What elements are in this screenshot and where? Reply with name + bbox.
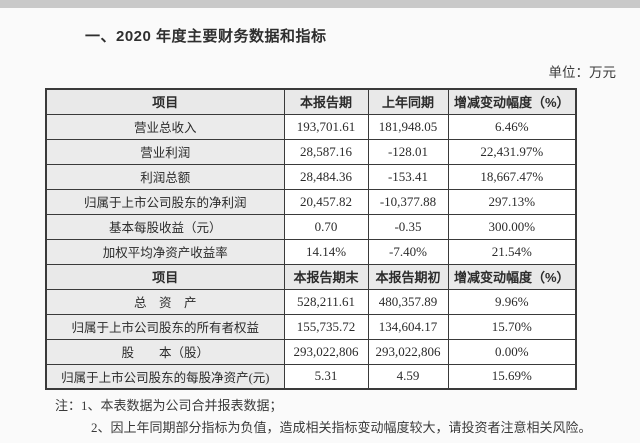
value-cell: 14.14% [283,238,369,265]
value-cell: -0.35 [367,213,449,240]
table-row: 利润总额 28,484.36 -153.41 18,667.47% [45,163,577,190]
value-cell: 181,948.05 [367,113,449,140]
table-row: 营业总收入 193,701.61 181,948.05 6.46% [45,113,577,140]
value-cell: 293,022,806 [367,338,449,365]
column-header: 项目 [45,263,285,290]
value-cell: 4.59 [367,363,449,390]
unit-label: 单位：万元 [548,65,617,80]
value-cell: 155,735.72 [283,313,369,340]
screenshot-top-strip [0,0,640,8]
table-body: 项目 本报告期 上年同期 增减变动幅度（%） 营业总收入 193,701.61 181,94… [45,88,577,390]
value-cell: 293,022,806 [283,338,369,365]
table-row: 归属于上市公司股东的净利润 20,457.82 -10,377.88 297.13% [45,188,577,215]
footnote-lines: 1、本表数据为公司合并报表数据； 2、因上年同期部分指标为负值，造成相关指标变动… [81,399,592,443]
item-label-cell: 基本每股收益（元） [45,213,285,240]
table-row: 归属于上市公司股东的所有者权益 155,735.72 134,604.17 15.70… [45,313,577,340]
value-cell: 0.00% [447,338,577,365]
footnote-prefix: 注： [55,398,82,413]
page-title: 一、2020 年度主要财务数据和指标 [85,28,327,45]
item-label-cell: 股 本（股） [45,338,285,365]
table-row: 基本每股收益（元） 0.70 -0.35 300.00% [45,213,577,240]
item-label-cell: 营业总收入 [45,113,285,140]
table-header-row: 项目 本报告期 上年同期 增减变动幅度（%） [45,88,577,115]
value-cell: 528,211.61 [283,288,369,315]
value-cell: -10,377.88 [367,188,449,215]
value-cell: 6.46% [447,113,577,140]
value-cell: 22,431.97% [447,138,577,165]
item-label-cell: 加权平均净资产收益率 [45,238,285,265]
value-cell: 28,484.36 [283,163,369,190]
item-label-cell: 营业利润 [45,138,285,165]
column-header: 本报告期 [283,88,369,115]
table-header-row: 项目 本报告期末 本报告期初 增减变动幅度（%） [45,263,577,290]
value-cell: 193,701.61 [283,113,369,140]
value-cell: -153.41 [367,163,449,190]
value-cell: 300.00% [447,213,577,240]
table-row: 营业利润 28,587.16 -128.01 22,431.97% [45,138,577,165]
value-cell: 134,604.17 [367,313,449,340]
item-label-cell: 归属于上市公司股东的所有者权益 [45,313,285,340]
footnotes: 注： 1、本表数据为公司合并报表数据； 2、因上年同期部分指标为负值，造成相关指… [55,399,640,443]
footnote-2: 2、因上年同期部分指标为负值，造成相关指标变动幅度较大，请投资者注意相关风险。 [91,420,592,435]
column-header: 增减变动幅度（%） [447,88,577,115]
value-cell: 20,457.82 [283,188,369,215]
value-cell: 18,667.47% [447,163,577,190]
value-cell: -128.01 [367,138,449,165]
value-cell: 15.70% [447,313,577,340]
value-cell: 28,587.16 [283,138,369,165]
value-cell: 21.54% [447,238,577,265]
item-label-cell: 总 资 产 [45,288,285,315]
footnote-1: 1、本表数据为公司合并报表数据； [81,398,283,413]
table-row: 加权平均净资产收益率 14.14% -7.40% 21.54% [45,238,577,265]
item-label-cell: 归属于上市公司股东的净利润 [45,188,285,215]
column-header: 本报告期末 [283,263,369,290]
value-cell: 297.13% [447,188,577,215]
table-row: 股 本（股） 293,022,806 293,022,806 0.00% [45,338,577,365]
value-cell: 0.70 [283,213,369,240]
financial-data-table: 项目 本报告期 上年同期 增减变动幅度（%） 营业总收入 193,701.61 181,94… [45,88,577,390]
value-cell: 480,357.89 [367,288,449,315]
table-row: 归属于上市公司股东的每股净资产(元) 5.31 4.59 15.69% [45,363,577,390]
value-cell: -7.40% [367,238,449,265]
value-cell: 9.96% [447,288,577,315]
value-cell: 15.69% [447,363,577,390]
value-cell: 5.31 [283,363,369,390]
column-header: 项目 [45,88,285,115]
column-header: 增减变动幅度（%） [447,263,577,290]
item-label-cell: 归属于上市公司股东的每股净资产(元) [45,363,285,390]
column-header: 上年同期 [367,88,449,115]
table-row: 总 资 产 528,211.61 480,357.89 9.96% [45,288,577,315]
item-label-cell: 利润总额 [45,163,285,190]
column-header: 本报告期初 [367,263,449,290]
